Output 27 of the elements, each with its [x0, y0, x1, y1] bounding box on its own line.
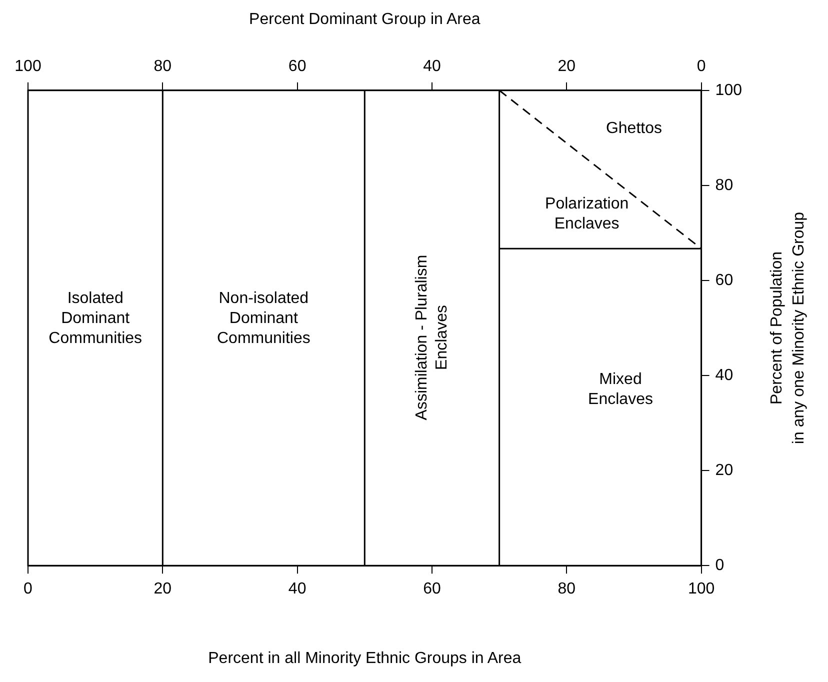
- annotation: Ghettos: [606, 120, 662, 137]
- y-tick-label: 0: [715, 557, 724, 574]
- x2-tick-label: 60: [288, 58, 306, 76]
- x-tick-label: 20: [154, 580, 172, 598]
- x2-tick-label: 40: [423, 58, 441, 76]
- x-tick-label: 40: [288, 580, 306, 598]
- y-tick-label: 20: [715, 462, 734, 479]
- x2-tick-label: 100: [14, 58, 42, 76]
- x2-tick-label: 80: [154, 58, 172, 76]
- x2-axis-title: Percent Dominant Group in Area: [249, 11, 480, 28]
- annotation: Non-isolated Dominant Communities: [216, 290, 310, 347]
- x-axis-title: Percent in all Minority Ethnic Groups in Area: [208, 650, 522, 667]
- x-tick-label: 80: [558, 580, 576, 598]
- y-tick-label: 60: [715, 272, 734, 289]
- annotation: Isolated Dominant Communities: [48, 290, 142, 347]
- x-tick-label: 100: [688, 580, 715, 598]
- y-tick-label: 100: [715, 82, 742, 99]
- y-tick-label: 40: [715, 366, 734, 384]
- y-tick-label: 80: [715, 176, 734, 194]
- x-tick-label: 60: [423, 580, 441, 598]
- x-tick-label: 0: [24, 580, 33, 598]
- x2-tick-label: 0: [696, 58, 706, 76]
- y-axis-title: Percent of Population in any one Minority Ethnic Group: [768, 212, 808, 444]
- annotation: Polarization Enclaves: [545, 195, 629, 232]
- annotation: Assimilation - Pluralism Enclaves: [413, 254, 450, 420]
- annotation: Mixed Enclaves: [588, 371, 653, 408]
- x2-tick-label: 20: [558, 58, 576, 76]
